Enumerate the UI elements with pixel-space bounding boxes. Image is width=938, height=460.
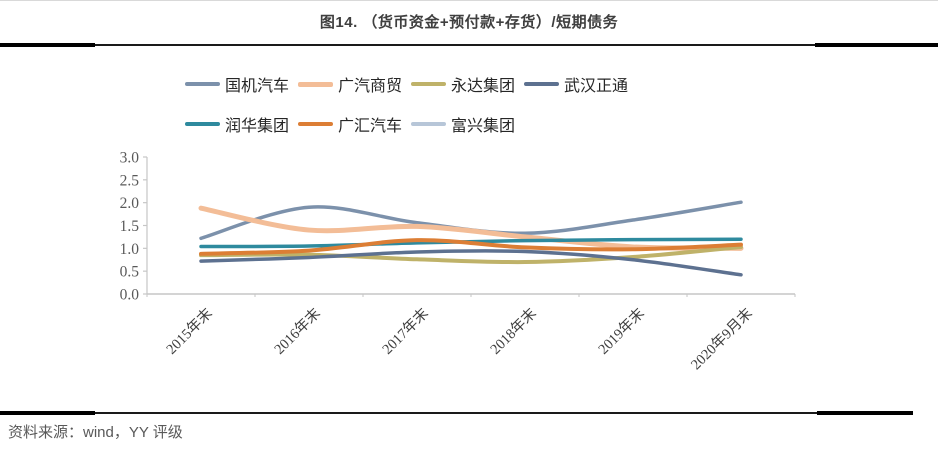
legend-label: 武汉正通 [564, 78, 629, 95]
source-note: 资料来源：wind，YY 评级 [8, 424, 183, 441]
y-tick-label: 1.0 [120, 241, 140, 258]
series-path-3 [199, 249, 743, 277]
series-path-2 [199, 244, 743, 265]
figure-title: 图14. （货币资金+预付款+存货）/短期债务 [319, 14, 619, 31]
divider-thick-right [815, 43, 938, 47]
legend-item-5: 广汇汽车 [298, 112, 411, 136]
x-category-label: 2016年末 [271, 304, 324, 357]
divider-thin [95, 44, 815, 46]
y-tick-label: 0.5 [120, 264, 140, 281]
legend-item-1: 广汽商贸 [298, 72, 411, 96]
footer-thick-left [0, 411, 95, 415]
legend-row-2: 润华集团 广汇汽车 富兴集团 [185, 109, 637, 139]
x-category-label: 2017年末 [379, 304, 432, 357]
footer-divider [0, 411, 938, 415]
legend-swatch-icon [185, 122, 220, 126]
legend-label: 国机汽车 [225, 78, 290, 95]
x-category-label: 2018年末 [487, 304, 540, 357]
legend-label: 广汽商贸 [338, 78, 403, 95]
footer-thick-right [817, 411, 913, 415]
y-tick-label: 0.0 [120, 287, 140, 304]
y-tick-label: 2.5 [120, 172, 140, 189]
footer-thin [95, 412, 817, 414]
x-category-label: 2019年末 [595, 304, 648, 357]
y-tick-label: 2.0 [120, 195, 140, 212]
legend-item-3: 武汉正通 [524, 72, 637, 96]
legend-row-1: 国机汽车 广汽商贸 永达集团 武汉正通 [185, 69, 637, 99]
series-path-5 [199, 238, 743, 256]
legend-item-0: 国机汽车 [185, 72, 298, 96]
legend-swatch-icon [524, 82, 559, 86]
legend-item-6: 富兴集团 [411, 112, 524, 136]
legend-swatch-icon [411, 122, 446, 126]
legend-swatch-icon [298, 122, 333, 126]
legend-label: 富兴集团 [451, 118, 516, 135]
legend-label: 润华集团 [225, 118, 290, 135]
y-tick-label: 3.0 [120, 150, 140, 167]
legend-swatch-icon [298, 81, 333, 87]
legend-swatch-icon [411, 82, 446, 86]
legend-item-2: 永达集团 [411, 72, 524, 96]
legend-label: 永达集团 [451, 78, 516, 95]
legend-swatch-icon [185, 82, 220, 86]
title-divider [0, 43, 938, 47]
legend-label: 广汇汽车 [338, 118, 403, 135]
x-category-label: 2020年9月末 [687, 304, 756, 373]
legend-item-4: 润华集团 [185, 112, 298, 136]
x-category-label: 2015年末 [163, 304, 216, 357]
divider-thick-left [0, 43, 95, 47]
y-tick-label: 1.5 [120, 218, 140, 235]
chart-legend: 国机汽车 广汽商贸 永达集团 武汉正通 润华集团 广汇汽车 富兴集团 [185, 69, 637, 149]
